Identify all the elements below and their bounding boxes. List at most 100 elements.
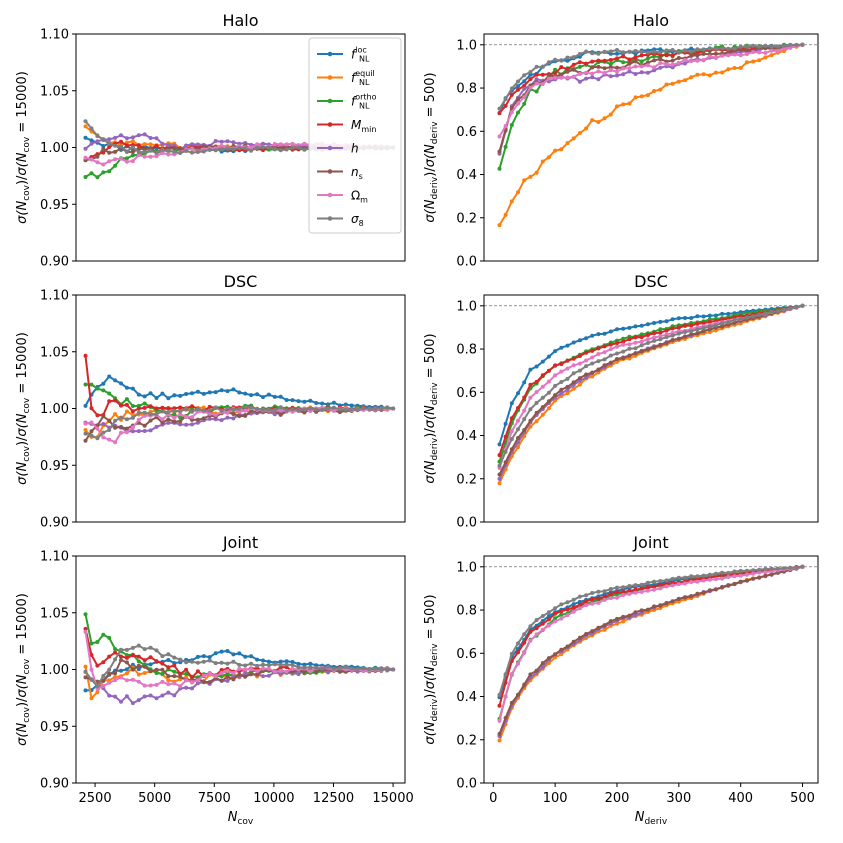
data-point bbox=[503, 97, 508, 101]
data-point bbox=[571, 371, 576, 376]
data-point bbox=[89, 667, 94, 672]
data-point bbox=[337, 666, 342, 671]
data-point bbox=[509, 123, 514, 127]
data-point bbox=[516, 391, 520, 396]
data-point bbox=[261, 662, 265, 667]
data-point bbox=[528, 638, 533, 643]
y-tick-label: 1.0 bbox=[456, 38, 477, 53]
x-tick-label: 200 bbox=[605, 791, 630, 806]
data-point bbox=[720, 585, 725, 590]
series-f-nl-equil bbox=[497, 42, 805, 228]
data-point bbox=[540, 621, 545, 626]
data-point bbox=[113, 671, 118, 676]
data-point bbox=[546, 623, 551, 628]
legend-marker bbox=[327, 169, 333, 174]
data-point bbox=[113, 650, 118, 655]
data-point bbox=[726, 46, 731, 51]
data-point bbox=[584, 61, 589, 66]
data-point bbox=[615, 351, 619, 356]
data-point bbox=[178, 146, 183, 151]
data-point bbox=[95, 426, 100, 431]
data-point bbox=[621, 342, 626, 347]
data-point bbox=[243, 146, 248, 151]
data-point bbox=[633, 346, 638, 351]
data-point bbox=[683, 78, 687, 83]
data-point bbox=[497, 149, 502, 154]
data-point bbox=[546, 406, 551, 411]
data-point bbox=[590, 601, 595, 606]
data-point bbox=[497, 111, 502, 115]
data-point bbox=[633, 64, 638, 69]
data-point bbox=[621, 349, 626, 354]
data-point bbox=[302, 141, 307, 146]
data-point bbox=[95, 160, 100, 165]
data-point bbox=[136, 406, 141, 411]
data-point bbox=[284, 142, 289, 147]
legend-entry-2: fortho NL bbox=[317, 93, 377, 111]
data-point bbox=[553, 619, 558, 624]
data-point bbox=[707, 54, 712, 59]
data-point bbox=[540, 412, 545, 417]
data-point bbox=[190, 391, 194, 396]
data-point bbox=[695, 579, 700, 584]
data-point bbox=[565, 343, 570, 348]
data-point bbox=[615, 341, 619, 346]
data-point bbox=[142, 671, 147, 675]
data-point bbox=[571, 605, 576, 610]
data-point bbox=[154, 136, 159, 141]
data-point bbox=[385, 405, 390, 410]
data-point bbox=[195, 142, 200, 147]
data-point bbox=[726, 570, 731, 575]
data-point bbox=[89, 141, 94, 146]
y-tick-label: 0.0 bbox=[456, 777, 477, 792]
data-point bbox=[119, 658, 123, 662]
data-point bbox=[219, 144, 224, 148]
data-point bbox=[184, 149, 189, 153]
data-point bbox=[272, 394, 277, 399]
data-point bbox=[83, 175, 88, 179]
y-tick-label: 0.2 bbox=[456, 733, 477, 748]
data-point bbox=[546, 614, 551, 619]
data-point bbox=[119, 415, 123, 420]
data-point bbox=[119, 144, 123, 149]
data-point bbox=[645, 322, 650, 327]
data-point bbox=[497, 731, 502, 736]
data-point bbox=[553, 383, 558, 388]
data-point bbox=[130, 404, 135, 408]
data-point bbox=[639, 608, 644, 613]
data-point bbox=[757, 44, 762, 49]
legend-marker bbox=[327, 145, 333, 151]
data-point bbox=[497, 738, 502, 743]
data-point bbox=[565, 69, 570, 74]
data-point bbox=[553, 611, 558, 616]
data-point bbox=[602, 58, 607, 63]
data-point bbox=[213, 405, 218, 410]
data-point bbox=[621, 339, 626, 344]
data-point bbox=[124, 647, 129, 652]
data-point bbox=[219, 668, 224, 672]
data-point bbox=[627, 49, 632, 54]
series-f-nl-equil bbox=[497, 303, 805, 486]
data-point bbox=[160, 391, 165, 396]
data-point bbox=[713, 577, 718, 582]
data-point bbox=[83, 403, 88, 408]
data-point bbox=[148, 669, 153, 674]
data-point bbox=[744, 568, 749, 573]
data-point bbox=[154, 396, 159, 400]
data-point bbox=[83, 155, 88, 160]
data-point bbox=[633, 340, 638, 345]
data-point bbox=[559, 391, 564, 396]
data-point bbox=[553, 148, 558, 153]
data-point bbox=[701, 329, 706, 334]
data-point bbox=[627, 57, 632, 62]
data-point bbox=[154, 671, 159, 675]
data-point bbox=[627, 588, 632, 593]
data-point bbox=[744, 60, 749, 65]
data-point bbox=[738, 44, 743, 49]
data-point bbox=[166, 410, 171, 415]
data-point bbox=[590, 591, 595, 595]
data-point bbox=[522, 408, 527, 413]
data-point bbox=[497, 134, 502, 139]
data-point bbox=[89, 429, 94, 434]
data-point bbox=[195, 681, 200, 686]
